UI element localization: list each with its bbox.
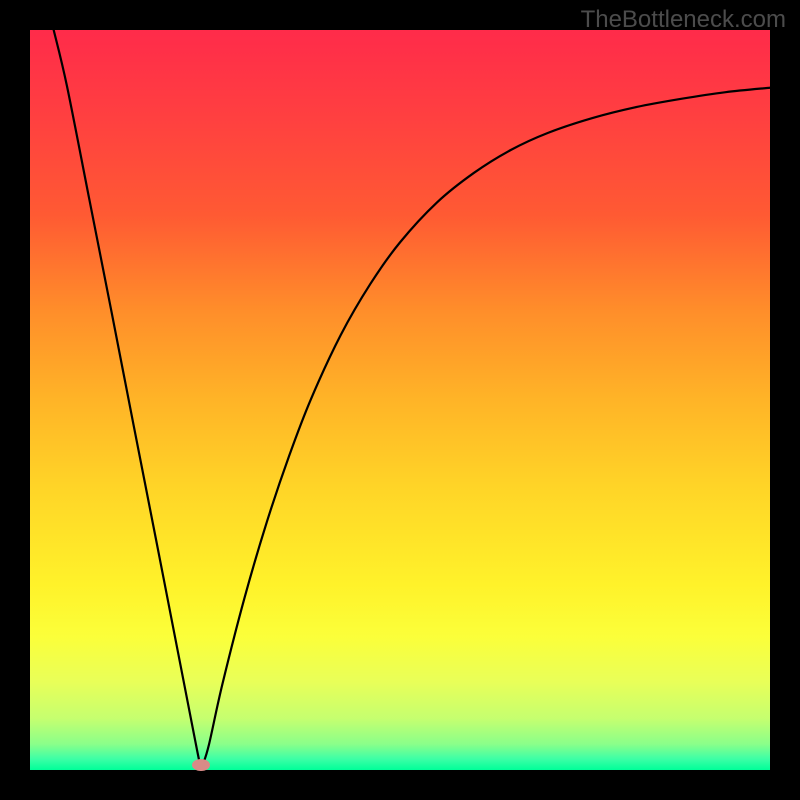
watermark-text: TheBottleneck.com: [581, 6, 786, 34]
bottleneck-curve: [30, 30, 770, 770]
plot-area: [30, 30, 770, 770]
bottleneck-chart: TheBottleneck.com: [0, 0, 800, 800]
optimum-marker: [192, 759, 210, 771]
